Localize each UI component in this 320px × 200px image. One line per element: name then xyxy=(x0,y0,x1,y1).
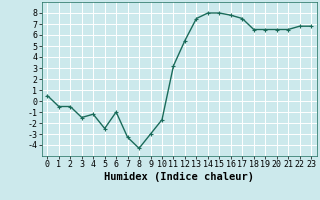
X-axis label: Humidex (Indice chaleur): Humidex (Indice chaleur) xyxy=(104,172,254,182)
